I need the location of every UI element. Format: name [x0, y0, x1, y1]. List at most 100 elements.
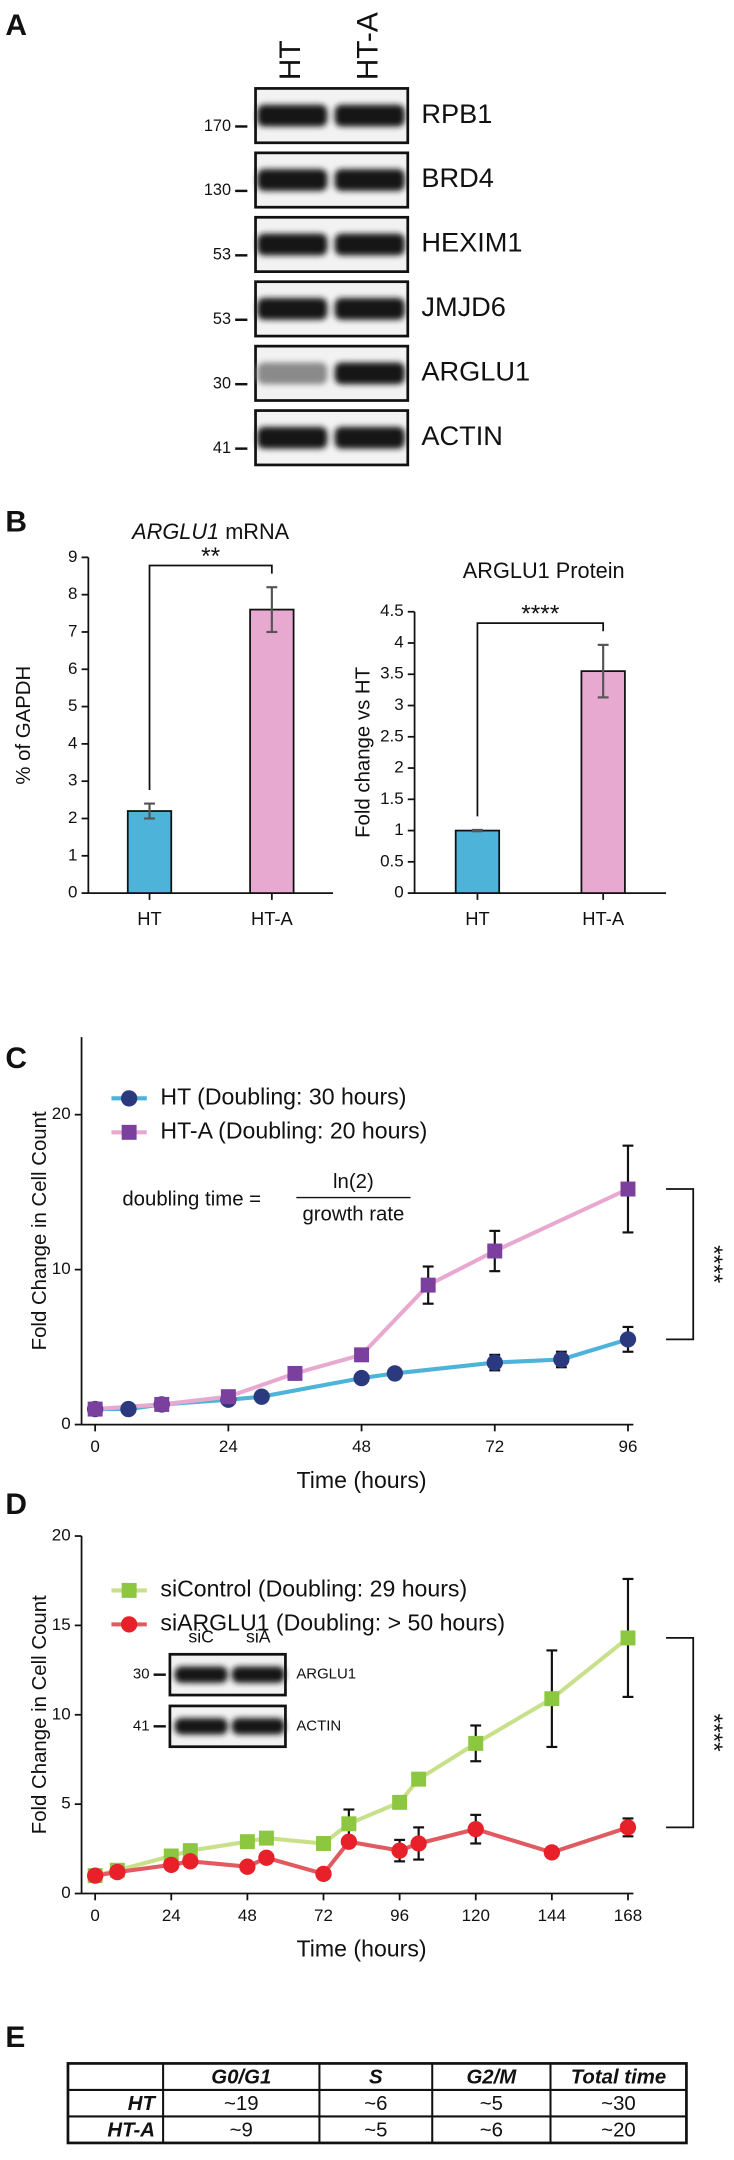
table-cell: ~9 — [230, 2119, 253, 2141]
x-tick-label: 96 — [390, 1906, 409, 1925]
significance: ** — [201, 543, 221, 570]
y-tick-label: 2 — [394, 758, 403, 777]
point — [86, 1867, 104, 1884]
size-marker: 53 — [213, 246, 231, 264]
blot-band — [257, 426, 328, 449]
panel-label: B — [5, 505, 27, 538]
table-cell: ~5 — [364, 2119, 387, 2141]
blot-label: JMJD6 — [421, 291, 506, 322]
size-marker: 170 — [204, 117, 231, 135]
blot-band — [334, 233, 405, 256]
lane-label: siC — [188, 1627, 214, 1647]
size-marker: 130 — [204, 181, 231, 199]
point — [109, 1863, 126, 1881]
blot-band — [231, 1666, 285, 1683]
significance: **** — [700, 1714, 727, 1753]
table-header: G0/G1 — [211, 2066, 271, 2088]
point — [467, 1821, 484, 1838]
size-marker: 53 — [213, 310, 231, 328]
point — [316, 1835, 331, 1851]
y-axis-label: Fold Change in Cell Count — [29, 1595, 51, 1834]
x-tick-label: 48 — [238, 1906, 257, 1925]
y-tick-label: 3 — [394, 695, 403, 714]
y-tick-label: 4.5 — [380, 601, 404, 620]
equation-lhs: doubling time = — [122, 1189, 261, 1211]
point — [315, 1865, 332, 1883]
size-marker: 41 — [133, 1717, 150, 1734]
y-tick-label: 1.5 — [380, 789, 404, 808]
point — [182, 1853, 199, 1870]
x-tick-label: HT-A — [251, 908, 294, 929]
blot-band — [174, 1718, 228, 1735]
blot-band — [174, 1666, 228, 1683]
y-tick-label: 0 — [61, 1414, 70, 1433]
point — [341, 1816, 357, 1832]
point — [354, 1347, 370, 1363]
table-header: G2/M — [466, 2066, 517, 2088]
significance: **** — [700, 1245, 727, 1284]
x-tick-label: 48 — [352, 1437, 371, 1456]
legend-marker — [120, 1090, 138, 1107]
y-tick-label: 0.5 — [380, 851, 404, 870]
table-cell: ~6 — [480, 2119, 503, 2141]
table-row-header: HT — [128, 2093, 157, 2115]
y-tick-label: 20 — [52, 1104, 71, 1123]
x-axis-label: Time (hours) — [297, 1936, 427, 1962]
y-tick-label: 2.5 — [380, 726, 404, 745]
point — [239, 1858, 256, 1875]
blot-band — [334, 298, 405, 320]
point — [553, 1351, 570, 1368]
lane-label: HT-A — [352, 12, 385, 80]
y-tick-label: 5 — [68, 696, 77, 715]
series-line — [95, 1187, 629, 1412]
panel-label: A — [5, 9, 27, 42]
y-tick-label: 0 — [394, 883, 403, 902]
point — [253, 1388, 270, 1405]
point — [353, 1369, 370, 1387]
y-tick-label: 3 — [68, 771, 77, 790]
y-axis-label: Fold Change in Cell Count — [29, 1111, 51, 1350]
x-tick-label: 24 — [162, 1906, 181, 1925]
chart-title: ARGLU1 mRNA — [130, 519, 290, 544]
bar — [454, 829, 501, 894]
y-tick-label: 0 — [61, 1883, 70, 1902]
title-part: mRNA — [225, 519, 289, 544]
blot-band — [334, 104, 405, 127]
blot-label: ARGLU1 — [421, 356, 530, 387]
x-tick-label: 72 — [485, 1437, 504, 1456]
significance-bracket — [666, 1188, 695, 1341]
significance-bracket — [476, 622, 605, 817]
y-tick-label: 10 — [52, 1259, 71, 1278]
table-header: S — [369, 2066, 383, 2088]
point — [220, 1389, 236, 1405]
point — [619, 1819, 637, 1836]
blot-band — [257, 169, 328, 191]
blot-label: ACTIN — [421, 420, 503, 451]
bar — [126, 810, 173, 894]
x-tick-label: 120 — [462, 1906, 490, 1925]
legend-label: HT (Doubling: 30 hours) — [160, 1083, 406, 1109]
x-tick-label: HT — [465, 908, 489, 929]
y-tick-label: 6 — [68, 659, 77, 678]
point — [486, 1354, 503, 1371]
legend-label: HT-A (Doubling: 20 hours) — [160, 1117, 427, 1143]
x-tick-label: 0 — [90, 1906, 99, 1925]
x-tick-label: 0 — [90, 1437, 99, 1456]
y-tick-label: 9 — [68, 547, 77, 566]
point — [392, 1794, 408, 1810]
blot-label: RPB1 — [421, 98, 492, 129]
point — [386, 1365, 404, 1382]
chart-title: ARGLU1 Protein — [463, 558, 625, 583]
point — [619, 1331, 637, 1348]
y-tick-label: 1 — [394, 820, 403, 839]
x-tick-label: 24 — [219, 1437, 238, 1456]
point — [543, 1844, 561, 1861]
x-tick-label: 144 — [538, 1906, 566, 1925]
legend-label: siARGLU1 (Doubling: > 50 hours) — [160, 1609, 505, 1635]
blot-band — [257, 362, 328, 385]
point — [163, 1856, 180, 1874]
point — [620, 1181, 636, 1197]
y-tick-label: 2 — [68, 808, 77, 827]
size-marker: 30 — [213, 375, 231, 393]
